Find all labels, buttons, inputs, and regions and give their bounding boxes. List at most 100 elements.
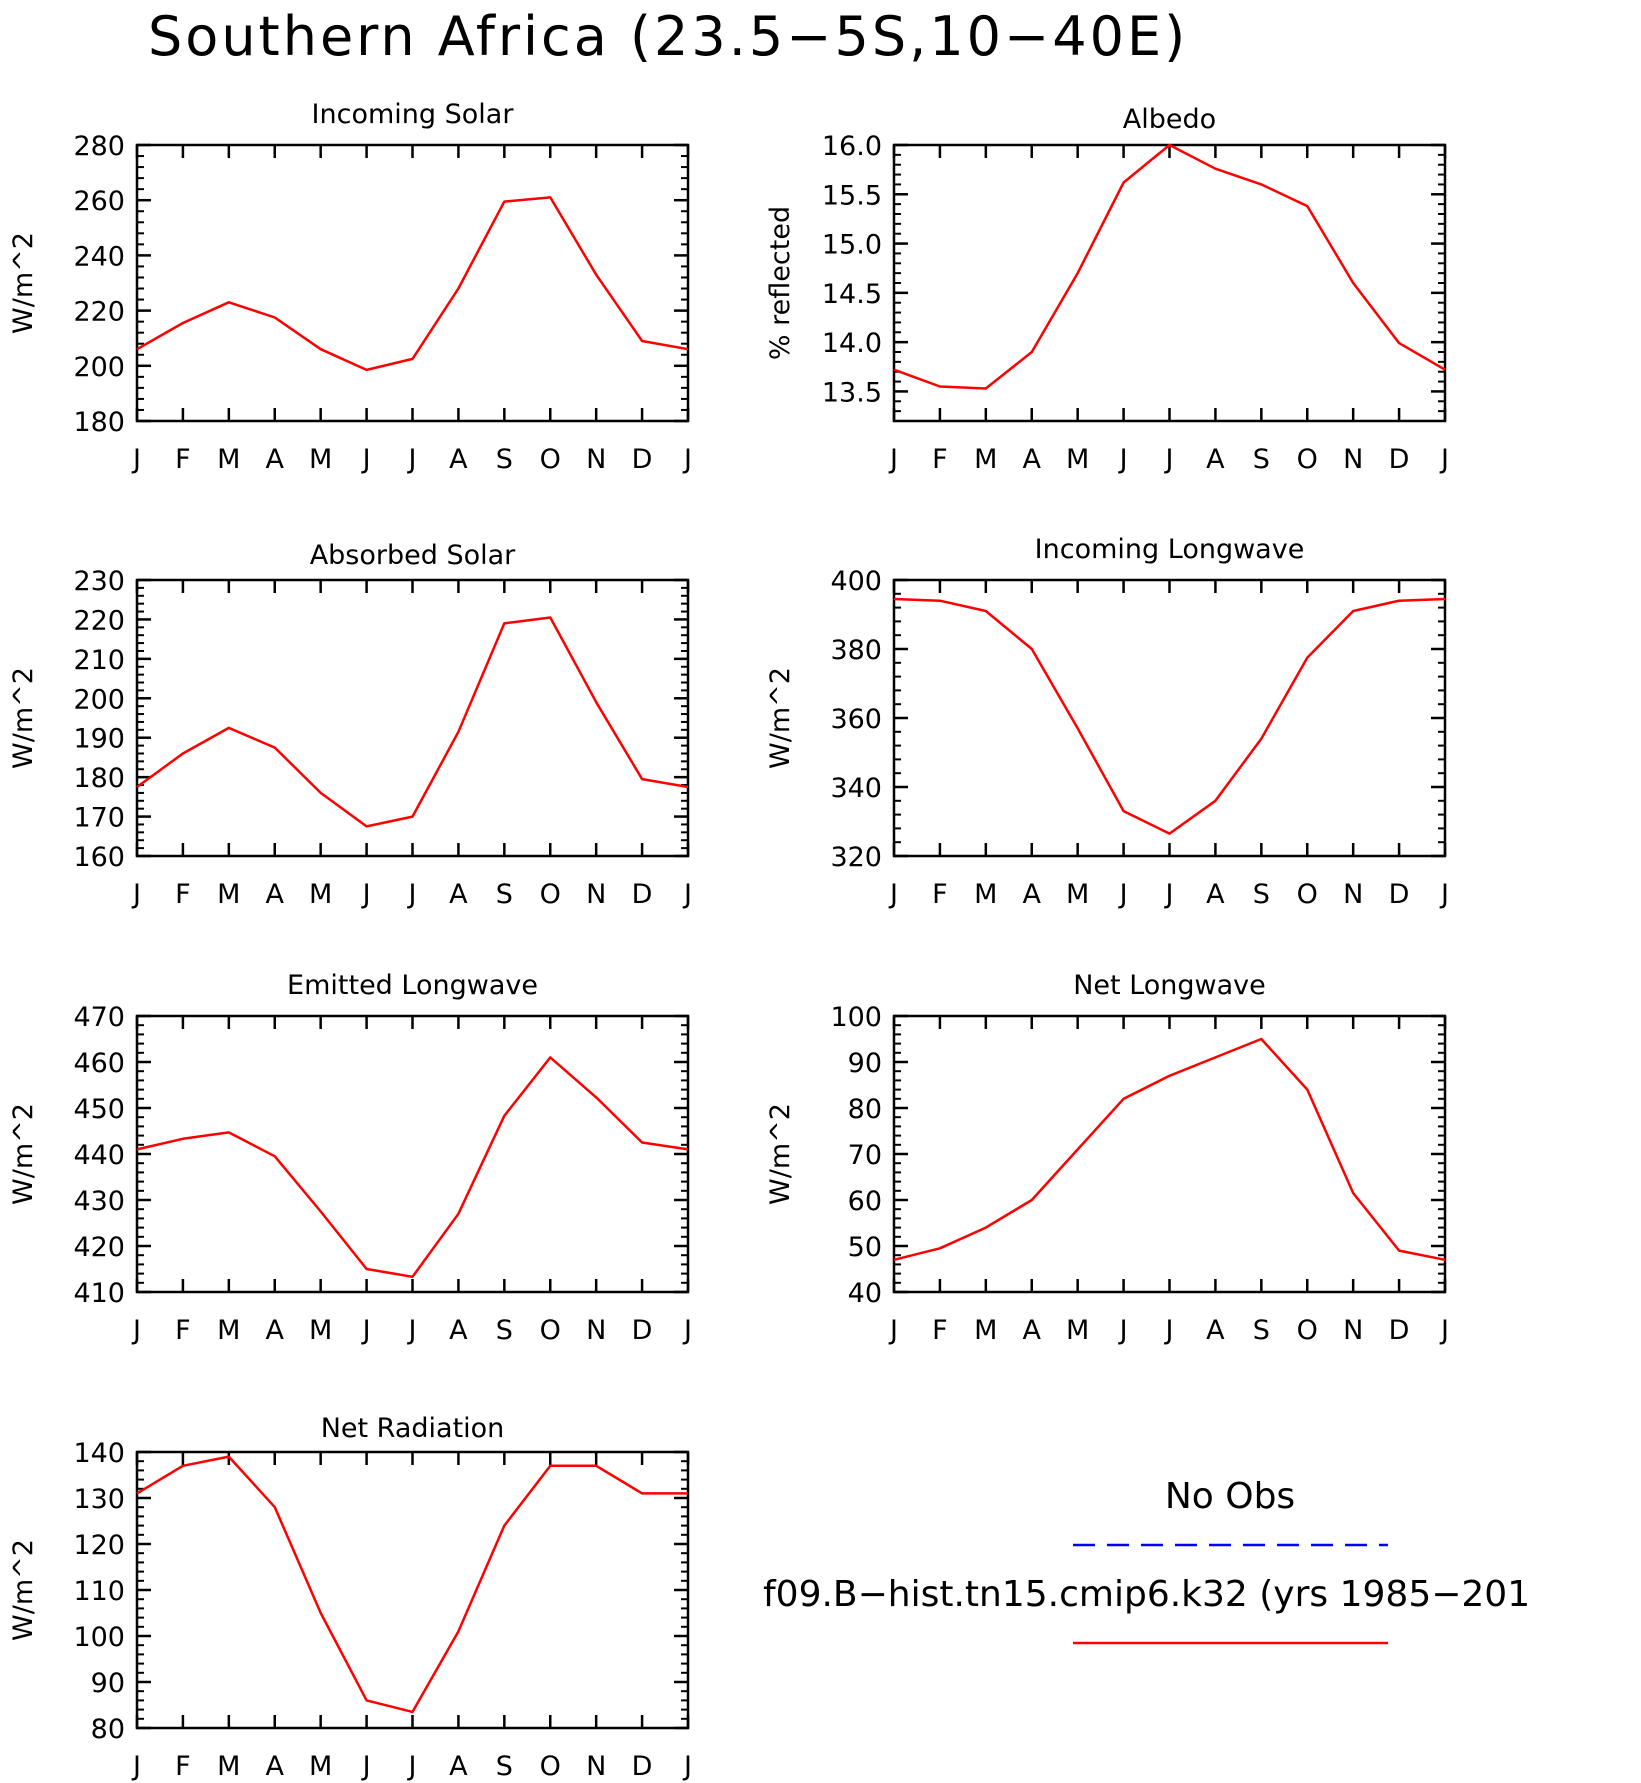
x-tick-label: D	[632, 444, 653, 475]
x-tick-label: J	[1164, 879, 1174, 910]
x-tick-label: A	[266, 1751, 285, 1782]
y-tick-label: 13.5	[822, 377, 882, 408]
x-tick-label: M	[1066, 1315, 1089, 1346]
x-tick-label: J	[682, 1751, 692, 1782]
y-tick-label: 90	[91, 1668, 125, 1699]
y-tick-label: 130	[73, 1484, 125, 1515]
x-tick-label: S	[1253, 879, 1270, 910]
x-tick-label: J	[361, 1751, 371, 1782]
y-tick-label: 180	[73, 763, 125, 794]
plot-frame	[892, 578, 1447, 858]
y-tick-label: 420	[73, 1232, 125, 1263]
x-tick-label: M	[974, 444, 997, 475]
x-tick-label: A	[449, 444, 468, 475]
panel-title: Incoming Longwave	[1035, 534, 1305, 565]
y-tick-label: 100	[73, 1622, 125, 1653]
plot-frame	[135, 143, 690, 423]
x-tick-label: A	[1206, 444, 1225, 475]
panel-title: Incoming Solar	[312, 99, 515, 130]
y-tick-label: 460	[73, 1048, 125, 1079]
y-tick-label: 80	[848, 1094, 882, 1125]
y-axis-label: W/m^2	[765, 667, 796, 769]
x-tick-label: N	[586, 1751, 606, 1782]
y-tick-label: 240	[73, 241, 125, 272]
y-tick-label: 360	[830, 704, 882, 735]
x-tick-label: F	[175, 879, 191, 910]
y-tick-label: 200	[73, 352, 125, 383]
y-axis-label: W/m^2	[765, 1103, 796, 1205]
x-tick-label: A	[266, 879, 285, 910]
figure-title: Southern Africa (23.5−5S,10−40E)	[148, 5, 1188, 68]
series-line	[136, 1455, 688, 1714]
x-tick-label: J	[361, 879, 371, 910]
x-tick-label: J	[1439, 1315, 1449, 1346]
y-axis-label: W/m^2	[8, 1539, 39, 1641]
x-tick-label: A	[1206, 879, 1225, 910]
x-tick-label: F	[932, 444, 948, 475]
y-tick-label: 410	[73, 1278, 125, 1309]
x-tick-label: J	[682, 1315, 692, 1346]
y-tick-label: 190	[73, 724, 125, 755]
x-tick-label: F	[175, 1315, 191, 1346]
x-tick-label: O	[540, 444, 561, 475]
panel-title: Absorbed Solar	[310, 540, 516, 571]
y-tick-label: 70	[848, 1140, 882, 1171]
x-tick-label: J	[131, 879, 141, 910]
plot-frame	[135, 1014, 690, 1294]
x-tick-label: M	[309, 1751, 332, 1782]
x-tick-label: J	[1164, 1315, 1174, 1346]
x-tick-label: N	[1343, 879, 1363, 910]
x-tick-label: A	[266, 444, 285, 475]
y-tick-label: 15.5	[822, 180, 882, 211]
x-tick-label: J	[682, 879, 692, 910]
legend-model-label: f09.B−hist.tn15.cmip6.k32 (yrs 1985−201	[763, 1574, 1530, 1615]
panel-title: Net Longwave	[1073, 970, 1266, 1001]
x-tick-label: O	[540, 879, 561, 910]
x-tick-label: S	[1253, 444, 1270, 475]
x-tick-label: F	[175, 444, 191, 475]
y-tick-label: 440	[73, 1140, 125, 1171]
x-tick-label: J	[131, 444, 141, 475]
x-tick-label: J	[131, 1315, 141, 1346]
y-tick-label: 14.5	[822, 279, 882, 310]
x-tick-label: J	[1439, 444, 1449, 475]
x-tick-label: D	[632, 1751, 653, 1782]
x-tick-label: J	[407, 879, 417, 910]
series-line	[893, 143, 1446, 390]
x-tick-label: D	[1389, 1315, 1410, 1346]
x-tick-label: N	[586, 879, 606, 910]
x-tick-label: M	[1066, 444, 1089, 475]
x-tick-label: J	[131, 1751, 141, 1782]
x-tick-label: A	[1023, 1315, 1042, 1346]
y-tick-label: 430	[73, 1186, 125, 1217]
x-tick-label: F	[932, 879, 948, 910]
x-tick-label: J	[361, 444, 371, 475]
x-tick-label: O	[1297, 444, 1318, 475]
x-tick-label: J	[888, 1315, 898, 1346]
x-tick-label: A	[1023, 879, 1042, 910]
y-tick-label: 50	[848, 1232, 882, 1263]
y-tick-label: 210	[73, 645, 125, 676]
plot-frame	[135, 1450, 690, 1730]
legend: No Obs f09.B−hist.tn15.cmip6.k32 (yrs 19…	[763, 1476, 1530, 1645]
y-axis-label: W/m^2	[8, 232, 39, 334]
x-tick-label: F	[932, 1315, 948, 1346]
y-tick-label: 14.0	[822, 328, 882, 359]
panel-title: Net Radiation	[321, 1413, 505, 1444]
x-tick-label: J	[361, 1315, 371, 1346]
y-tick-label: 380	[830, 635, 882, 666]
x-tick-label: A	[266, 1315, 285, 1346]
x-tick-label: J	[407, 444, 417, 475]
series-line	[893, 597, 1446, 835]
y-tick-label: 100	[830, 1002, 882, 1033]
x-tick-label: S	[1253, 1315, 1270, 1346]
x-tick-label: J	[1439, 879, 1449, 910]
y-tick-label: 110	[73, 1576, 125, 1607]
y-tick-label: 260	[73, 186, 125, 217]
y-tick-label: 200	[73, 684, 125, 715]
x-tick-label: J	[888, 879, 898, 910]
